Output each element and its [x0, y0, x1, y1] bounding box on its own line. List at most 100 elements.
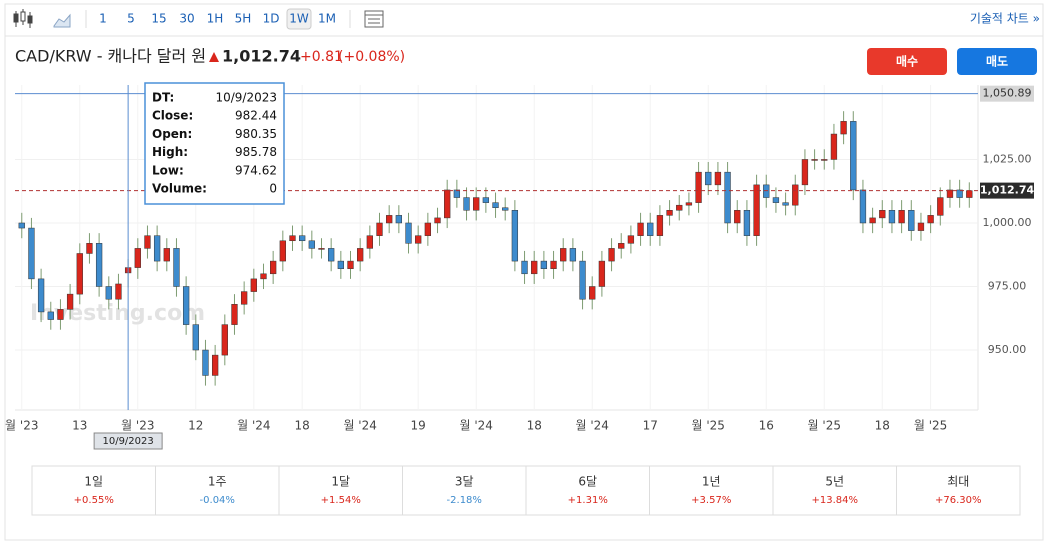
sell-label[interactable]: 매도	[986, 54, 1008, 69]
candle-body	[937, 197, 944, 216]
performance-period: 1년	[702, 475, 721, 489]
performance-change: +1.31%	[568, 495, 608, 506]
interval-button[interactable]: 30	[179, 12, 194, 26]
performance-period: 1달	[331, 475, 350, 489]
interval-selected	[286, 8, 312, 30]
y-tick-label: 1,000.00	[983, 216, 1032, 229]
performance-change: +76.30%	[935, 495, 982, 506]
candle-body	[318, 248, 325, 250]
candle-body	[366, 235, 373, 249]
performance-change: +3.57%	[691, 495, 731, 506]
candle-body	[144, 235, 151, 249]
candle-body	[240, 291, 248, 305]
buy-label[interactable]: 매수	[896, 54, 918, 69]
candle-body	[453, 189, 461, 198]
tooltip-value: 982.44	[235, 109, 277, 123]
x-tick-label: 19	[411, 419, 426, 433]
performance-period: 3달	[455, 475, 474, 489]
interval-button[interactable]: 5	[127, 12, 135, 26]
candle-body	[511, 210, 519, 262]
candle-body	[28, 227, 35, 280]
x-tick-label: 18	[295, 419, 310, 433]
interval-button[interactable]: 5H	[235, 12, 252, 26]
candle-body	[279, 240, 286, 262]
layout-icon[interactable]	[364, 10, 384, 28]
area-icon[interactable]	[53, 13, 71, 28]
tooltip-value: 0	[269, 182, 277, 196]
interval-button[interactable]: 1	[99, 12, 107, 26]
candle-body	[337, 260, 344, 269]
candle-body	[569, 248, 577, 262]
crosshair-tag	[93, 432, 163, 450]
x-tick-label: 월 '25	[914, 419, 947, 433]
x-tick-label: 월 '23	[121, 419, 154, 433]
tooltip-value: 974.62	[235, 163, 277, 177]
candle-body	[801, 159, 809, 186]
candle-body	[879, 210, 886, 219]
tooltip-value: 980.35	[235, 127, 277, 141]
x-tick-label: 월 '24	[459, 419, 492, 433]
candle-body	[763, 184, 770, 198]
candle-body	[734, 210, 741, 224]
x-tick-label: 월 '25	[808, 419, 841, 433]
candle-body	[908, 210, 915, 231]
price: 1,012.74	[222, 47, 301, 66]
candle-body	[782, 202, 789, 206]
candle-body	[115, 283, 122, 300]
candle-body	[231, 304, 238, 325]
candle-body	[289, 235, 296, 242]
tooltip-label: Low:	[152, 163, 184, 177]
candle-body	[250, 278, 257, 292]
performance-period: 6달	[578, 475, 597, 489]
x-tick-label: 17	[643, 419, 658, 433]
performance-period: 5년	[825, 475, 844, 489]
technical-chart-link[interactable]: 기술적 차트 »	[970, 12, 1040, 26]
high-line-label: 1,050.89	[983, 87, 1032, 100]
candle-body	[270, 260, 277, 275]
candle-body	[859, 189, 867, 224]
tooltip	[144, 82, 285, 205]
candle-body	[357, 248, 364, 262]
x-tick-label: 월 '23	[5, 419, 38, 433]
candle-body	[105, 286, 112, 300]
candle-body	[656, 215, 664, 236]
pair-name: CAD/KRW - 캐나다 달러 원	[15, 47, 206, 66]
candle-body	[792, 184, 799, 206]
candle-body	[743, 210, 751, 236]
interval-button[interactable]: 15	[151, 12, 166, 26]
candle-body	[47, 311, 54, 320]
y-tick-label: 975.00	[988, 280, 1027, 293]
sell-button[interactable]	[957, 48, 1037, 75]
interval-button[interactable]: 1W	[289, 12, 309, 26]
candle-body	[492, 202, 499, 208]
candle-body	[37, 278, 45, 313]
candle-body	[76, 253, 83, 295]
candle-body	[888, 210, 896, 224]
candle-body	[869, 217, 876, 224]
candle-body	[714, 171, 722, 186]
candle-body	[531, 260, 538, 275]
candle-body	[163, 248, 170, 262]
candle-body	[550, 260, 557, 269]
interval-button[interactable]: 1M	[318, 12, 336, 26]
candle-body	[424, 222, 432, 236]
interval-button[interactable]: 1H	[207, 12, 224, 26]
interval-button[interactable]: 1D	[263, 12, 280, 26]
candle-body	[724, 171, 731, 224]
x-tick-label: 18	[875, 419, 890, 433]
candle-body	[540, 260, 548, 269]
candle-body	[521, 260, 528, 275]
buy-button[interactable]	[867, 48, 947, 75]
candle-icon[interactable]	[13, 9, 33, 28]
candle-body	[608, 248, 615, 262]
x-tick-label: 월 '24	[237, 419, 270, 433]
x-tick-label: 월 '24	[343, 419, 376, 433]
candle-body	[66, 293, 74, 310]
candle-body	[299, 235, 306, 242]
tooltip-value: 985.78	[235, 145, 277, 159]
candle-body	[927, 215, 934, 224]
last-price-label: 1,012.74	[980, 184, 1035, 197]
candle-body	[434, 217, 441, 224]
candle-body	[850, 121, 857, 191]
